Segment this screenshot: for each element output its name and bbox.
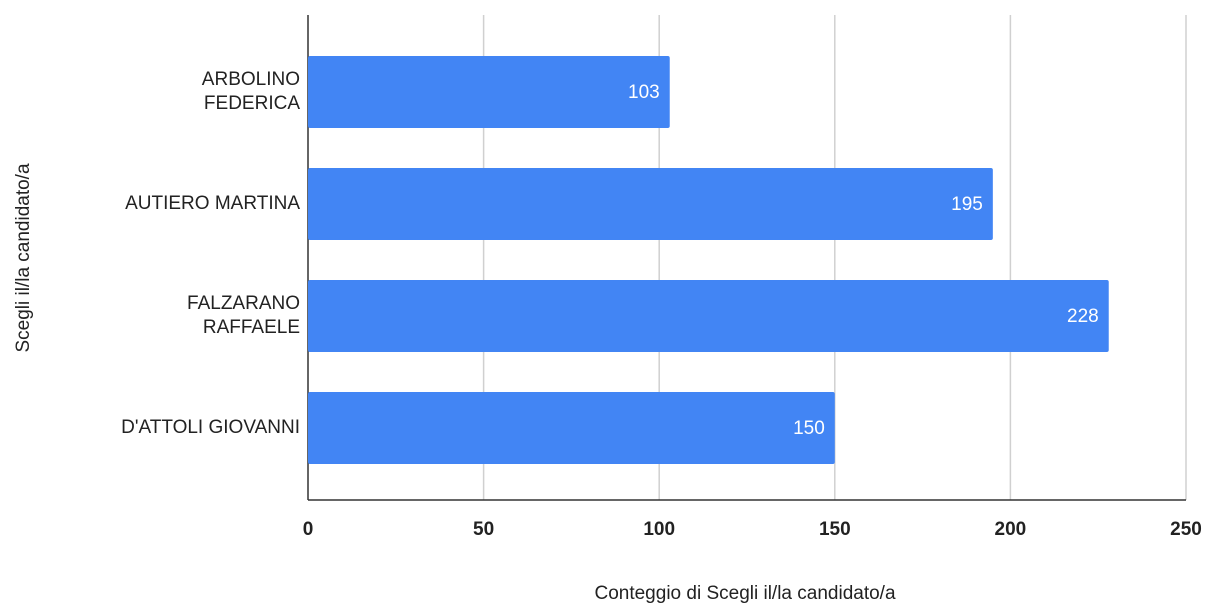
value-label: 103 [628, 82, 660, 103]
value-label: 150 [793, 418, 825, 439]
x-tick-label: 100 [643, 519, 675, 540]
x-tick-label: 0 [303, 519, 314, 540]
y-tick-label: AUTIERO MARTINA [125, 193, 300, 214]
value-label: 228 [1067, 306, 1099, 327]
y-tick-label: ARBOLINO FEDERICA [201, 69, 300, 114]
bar [308, 56, 670, 128]
bar [308, 392, 835, 464]
bar [308, 168, 993, 240]
x-tick-label: 150 [819, 519, 851, 540]
y-axis-title: Scegli il/la candidato/a [13, 163, 34, 352]
y-tick-label: D'ATTOLI GIOVANNI [121, 417, 300, 438]
x-tick-label: 200 [995, 519, 1027, 540]
value-label: 195 [951, 194, 983, 215]
bar [308, 280, 1109, 352]
x-axis-title: Conteggio di Scegli il/la candidato/a [594, 583, 895, 604]
x-tick-label: 250 [1170, 519, 1202, 540]
x-tick-label: 50 [473, 519, 494, 540]
y-tick-label: FALZARANO RAFFAELE [187, 293, 300, 338]
